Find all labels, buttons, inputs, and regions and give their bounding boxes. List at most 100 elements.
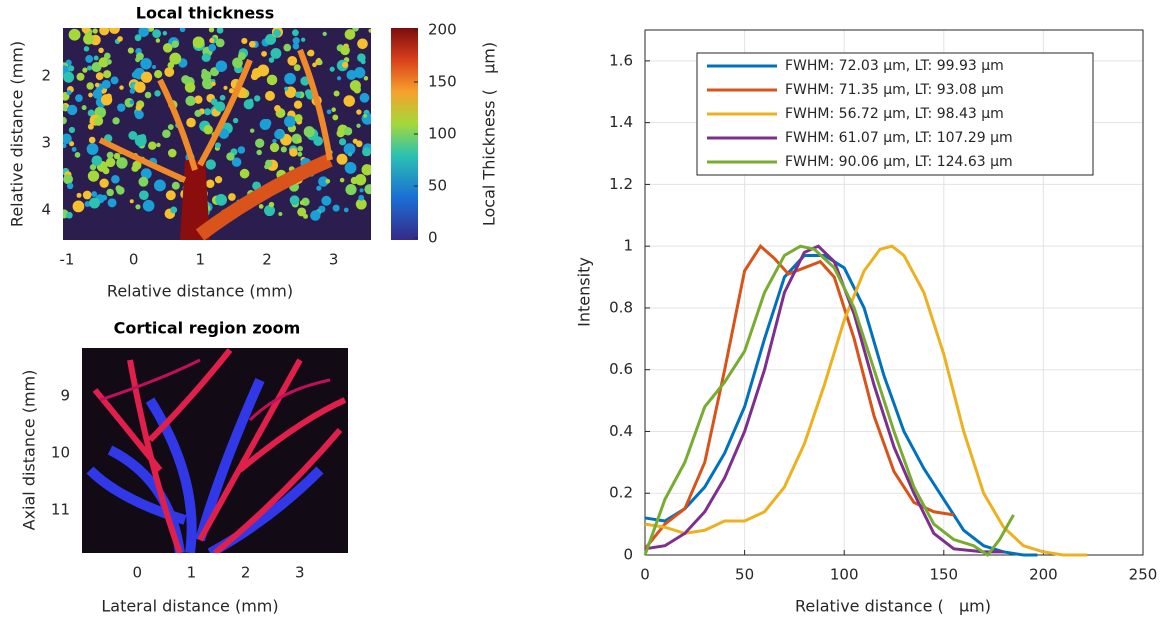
legend-label: FWHM: 90.06 µm, LT: 124.63 µm — [785, 154, 1013, 170]
speckle — [194, 109, 202, 117]
speckle — [332, 204, 340, 212]
speckle — [344, 161, 357, 174]
speckle — [185, 95, 196, 107]
speckle — [336, 153, 348, 165]
speckle — [226, 152, 235, 161]
y-tick-label: 10 — [51, 444, 70, 462]
speckle — [293, 64, 301, 72]
speckle — [331, 107, 336, 112]
speckle — [268, 57, 275, 63]
speckle — [241, 37, 248, 45]
speckle — [87, 109, 95, 117]
speckle — [90, 163, 97, 171]
speckle — [326, 109, 332, 115]
x-tick-label: -1 — [60, 251, 75, 269]
speckle — [92, 28, 98, 34]
speckle — [135, 104, 142, 111]
speckle — [139, 134, 147, 141]
speckle — [249, 128, 255, 133]
speckle — [129, 88, 136, 94]
speckle — [344, 29, 356, 40]
speckle — [91, 191, 98, 197]
speckle — [134, 81, 146, 93]
speckle — [239, 168, 250, 179]
y-tick-label: 11 — [51, 501, 70, 519]
speckle — [301, 37, 306, 42]
speckle — [361, 164, 371, 176]
speckle — [98, 47, 104, 54]
speckle — [112, 117, 120, 125]
speckle — [253, 95, 261, 102]
speckle — [155, 38, 161, 43]
speckle — [232, 117, 239, 124]
speckle — [93, 116, 104, 126]
speckle — [89, 197, 101, 209]
speckle — [307, 49, 315, 57]
speckle — [181, 75, 190, 84]
speckle — [340, 45, 350, 56]
line — [644, 244, 1088, 557]
speckle — [297, 151, 303, 157]
speckle — [343, 95, 355, 107]
speckle — [209, 38, 215, 44]
y-axis-label: Axial distance (mm) — [20, 370, 39, 531]
speckle — [86, 82, 94, 90]
speckle — [274, 129, 284, 140]
speckle — [223, 85, 228, 90]
speckle — [186, 117, 196, 128]
speckle — [219, 94, 226, 101]
colorbar-tick-label: 50 — [428, 177, 447, 195]
speckle — [357, 38, 368, 50]
speckle — [216, 28, 224, 34]
y-tick-label: 4 — [41, 200, 51, 218]
speckle — [82, 67, 88, 73]
speckle — [352, 138, 358, 144]
speckle — [355, 198, 367, 210]
speckle — [101, 79, 111, 89]
speckle — [299, 200, 305, 206]
speckle — [257, 64, 270, 77]
speckle — [270, 47, 282, 59]
speckle — [144, 91, 152, 99]
speckle — [322, 31, 327, 37]
x-tick-label: 100 — [830, 566, 859, 584]
speckle — [63, 116, 67, 125]
speckle — [134, 34, 142, 42]
speckle — [345, 184, 357, 196]
speckle — [135, 204, 141, 210]
speckle — [293, 100, 303, 109]
y-tick-label: 1.2 — [609, 175, 633, 193]
speckle — [205, 179, 215, 189]
speckle — [92, 89, 103, 99]
speckle — [93, 55, 99, 61]
y-tick-label: 0.8 — [609, 298, 633, 316]
speckle — [101, 194, 108, 201]
colorbar-tick-label: 0 — [428, 229, 438, 247]
speckle — [148, 141, 157, 150]
speckle — [292, 29, 299, 37]
speckle — [273, 29, 281, 38]
speckle — [103, 70, 112, 79]
speckle — [228, 193, 236, 201]
speckle — [343, 143, 356, 155]
speckle — [136, 52, 144, 61]
speckle — [203, 125, 213, 135]
speckle — [232, 57, 243, 69]
x-tick-label: 250 — [1129, 566, 1158, 584]
y-tick-label: 0.6 — [609, 360, 633, 378]
speckle — [63, 133, 72, 144]
speckle — [83, 33, 95, 45]
speckle — [84, 201, 91, 207]
speckle — [167, 124, 174, 130]
speckle — [129, 99, 134, 105]
speckle — [111, 174, 120, 184]
speckle — [363, 113, 368, 118]
speckle — [292, 42, 300, 50]
x-axis-label: Relative distance ( μm) — [795, 597, 991, 616]
speckle — [214, 101, 226, 112]
speckle — [317, 59, 323, 66]
speckle — [265, 90, 275, 101]
speckle — [116, 157, 128, 169]
speckle — [94, 82, 100, 88]
